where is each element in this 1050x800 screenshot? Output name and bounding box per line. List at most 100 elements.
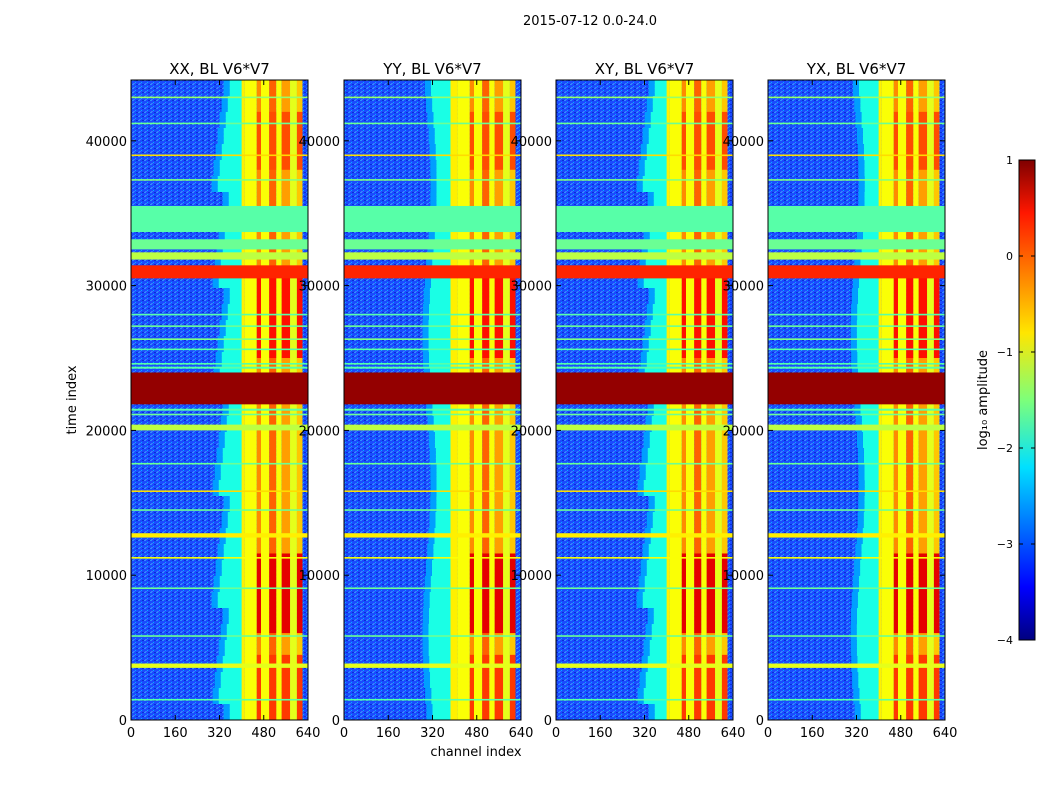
rfi-line (556, 348, 733, 351)
hotspot (494, 111, 504, 170)
rfi-row (344, 424, 521, 431)
y-tick-label: 40000 (723, 135, 764, 150)
saturated-row (344, 372, 521, 405)
rfi-line (131, 325, 308, 327)
rfi-line (344, 338, 521, 340)
x-tick-label: 640 (296, 726, 321, 741)
rfi-line (768, 413, 945, 416)
hotspot (269, 553, 277, 634)
hotspot (906, 111, 914, 170)
panel-3: XY, BL V6*V7 0 160 320 480 640 0 10000 20000 3000… (511, 60, 746, 741)
colorbar-tick-label: 0 (1006, 250, 1013, 263)
rfi-line (344, 96, 521, 99)
hotspot (706, 654, 716, 720)
rfi-line (131, 408, 308, 411)
y-tick-label: 30000 (723, 280, 764, 295)
y-tick-label: 20000 (86, 424, 127, 439)
x-tick-label: 0 (340, 726, 348, 741)
colorbar-tick-label: −3 (997, 538, 1013, 551)
rfi-line (768, 635, 945, 637)
saturated-row (556, 372, 733, 405)
figure-suptitle: 2015-07-12 0.0-24.0 (523, 14, 657, 29)
rfi-line (131, 179, 308, 181)
panel-2: YY, BL V6*V7 0 160 320 480 640 0 10000 20000 3000… (299, 60, 534, 741)
y-tick-label: 40000 (86, 135, 127, 150)
hotspot (893, 553, 898, 634)
colorbar-gradient (1018, 159, 1036, 641)
y-tick-label: 40000 (511, 135, 552, 150)
y-tick-label: 0 (544, 714, 552, 729)
x-tick-label: 0 (127, 726, 135, 741)
x-tick-label: 640 (721, 726, 746, 741)
hotspot (269, 111, 277, 170)
rfi-row (131, 533, 308, 538)
rfi-line (768, 325, 945, 327)
saturated-row (131, 372, 308, 405)
hotspot (706, 553, 716, 634)
rfi-line (131, 96, 308, 99)
hotspot (482, 111, 490, 170)
y-tick-label: 10000 (723, 569, 764, 584)
y-tick-label: 10000 (86, 569, 127, 584)
hotspot (681, 111, 686, 170)
y-tick-label: 30000 (86, 280, 127, 295)
hotspot (906, 654, 914, 720)
x-tick-label: 160 (376, 726, 401, 741)
rfi-row (768, 424, 945, 431)
rfi-row (344, 239, 521, 250)
hotspot (296, 111, 303, 170)
y-tick-label: 20000 (299, 424, 340, 439)
hotspot (721, 111, 728, 170)
hotspot (281, 654, 291, 720)
panel-title: XY, BL V6*V7 (595, 60, 695, 78)
rfi-line (344, 490, 521, 493)
y-tick-label: 0 (119, 714, 127, 729)
rfi-row (344, 205, 521, 233)
hotspot (694, 111, 702, 170)
rfi-line (556, 587, 733, 590)
y-tick-label: 20000 (511, 424, 552, 439)
rfi-row (556, 424, 733, 431)
x-tick-label: 320 (844, 726, 869, 741)
colorbar-tick-label: −1 (997, 346, 1013, 359)
rfi-line (344, 363, 521, 365)
rfi-line (768, 122, 945, 125)
hotspot (918, 111, 928, 170)
rfi-row (131, 265, 308, 279)
rfi-line (131, 698, 308, 701)
hotspot (482, 553, 490, 634)
rfi-line (768, 96, 945, 99)
hotspot (256, 553, 261, 634)
x-tick-label: 0 (764, 726, 772, 741)
rfi-line (556, 363, 733, 365)
rfi-row (131, 424, 308, 431)
rfi-line (344, 325, 521, 327)
rfi-line (556, 122, 733, 125)
rfi-row (556, 205, 733, 233)
hotspot (681, 553, 686, 634)
x-tick-label: 160 (800, 726, 825, 741)
x-tick-label: 320 (420, 726, 445, 741)
x-tick-label: 640 (509, 726, 534, 741)
rfi-line (344, 557, 521, 559)
rfi-line (344, 587, 521, 590)
y-tick-label: 40000 (299, 135, 340, 150)
rfi-line (768, 313, 945, 316)
rfi-line (131, 338, 308, 340)
hotspot (721, 654, 728, 720)
rfi-rows (131, 96, 308, 701)
rfi-line (344, 509, 521, 511)
rfi-line (556, 325, 733, 327)
hotspot (893, 654, 898, 720)
x-axis-label: channel index (430, 745, 521, 760)
rfi-rows (556, 96, 733, 701)
hotspot (469, 654, 474, 720)
rfi-line (131, 462, 308, 465)
rfi-row (768, 663, 945, 668)
rfi-row (344, 252, 521, 260)
rfi-rows (344, 96, 521, 701)
rfi-line (768, 490, 945, 493)
rfi-row (131, 252, 308, 260)
rfi-row (344, 663, 521, 668)
y-tick-label: 10000 (299, 569, 340, 584)
